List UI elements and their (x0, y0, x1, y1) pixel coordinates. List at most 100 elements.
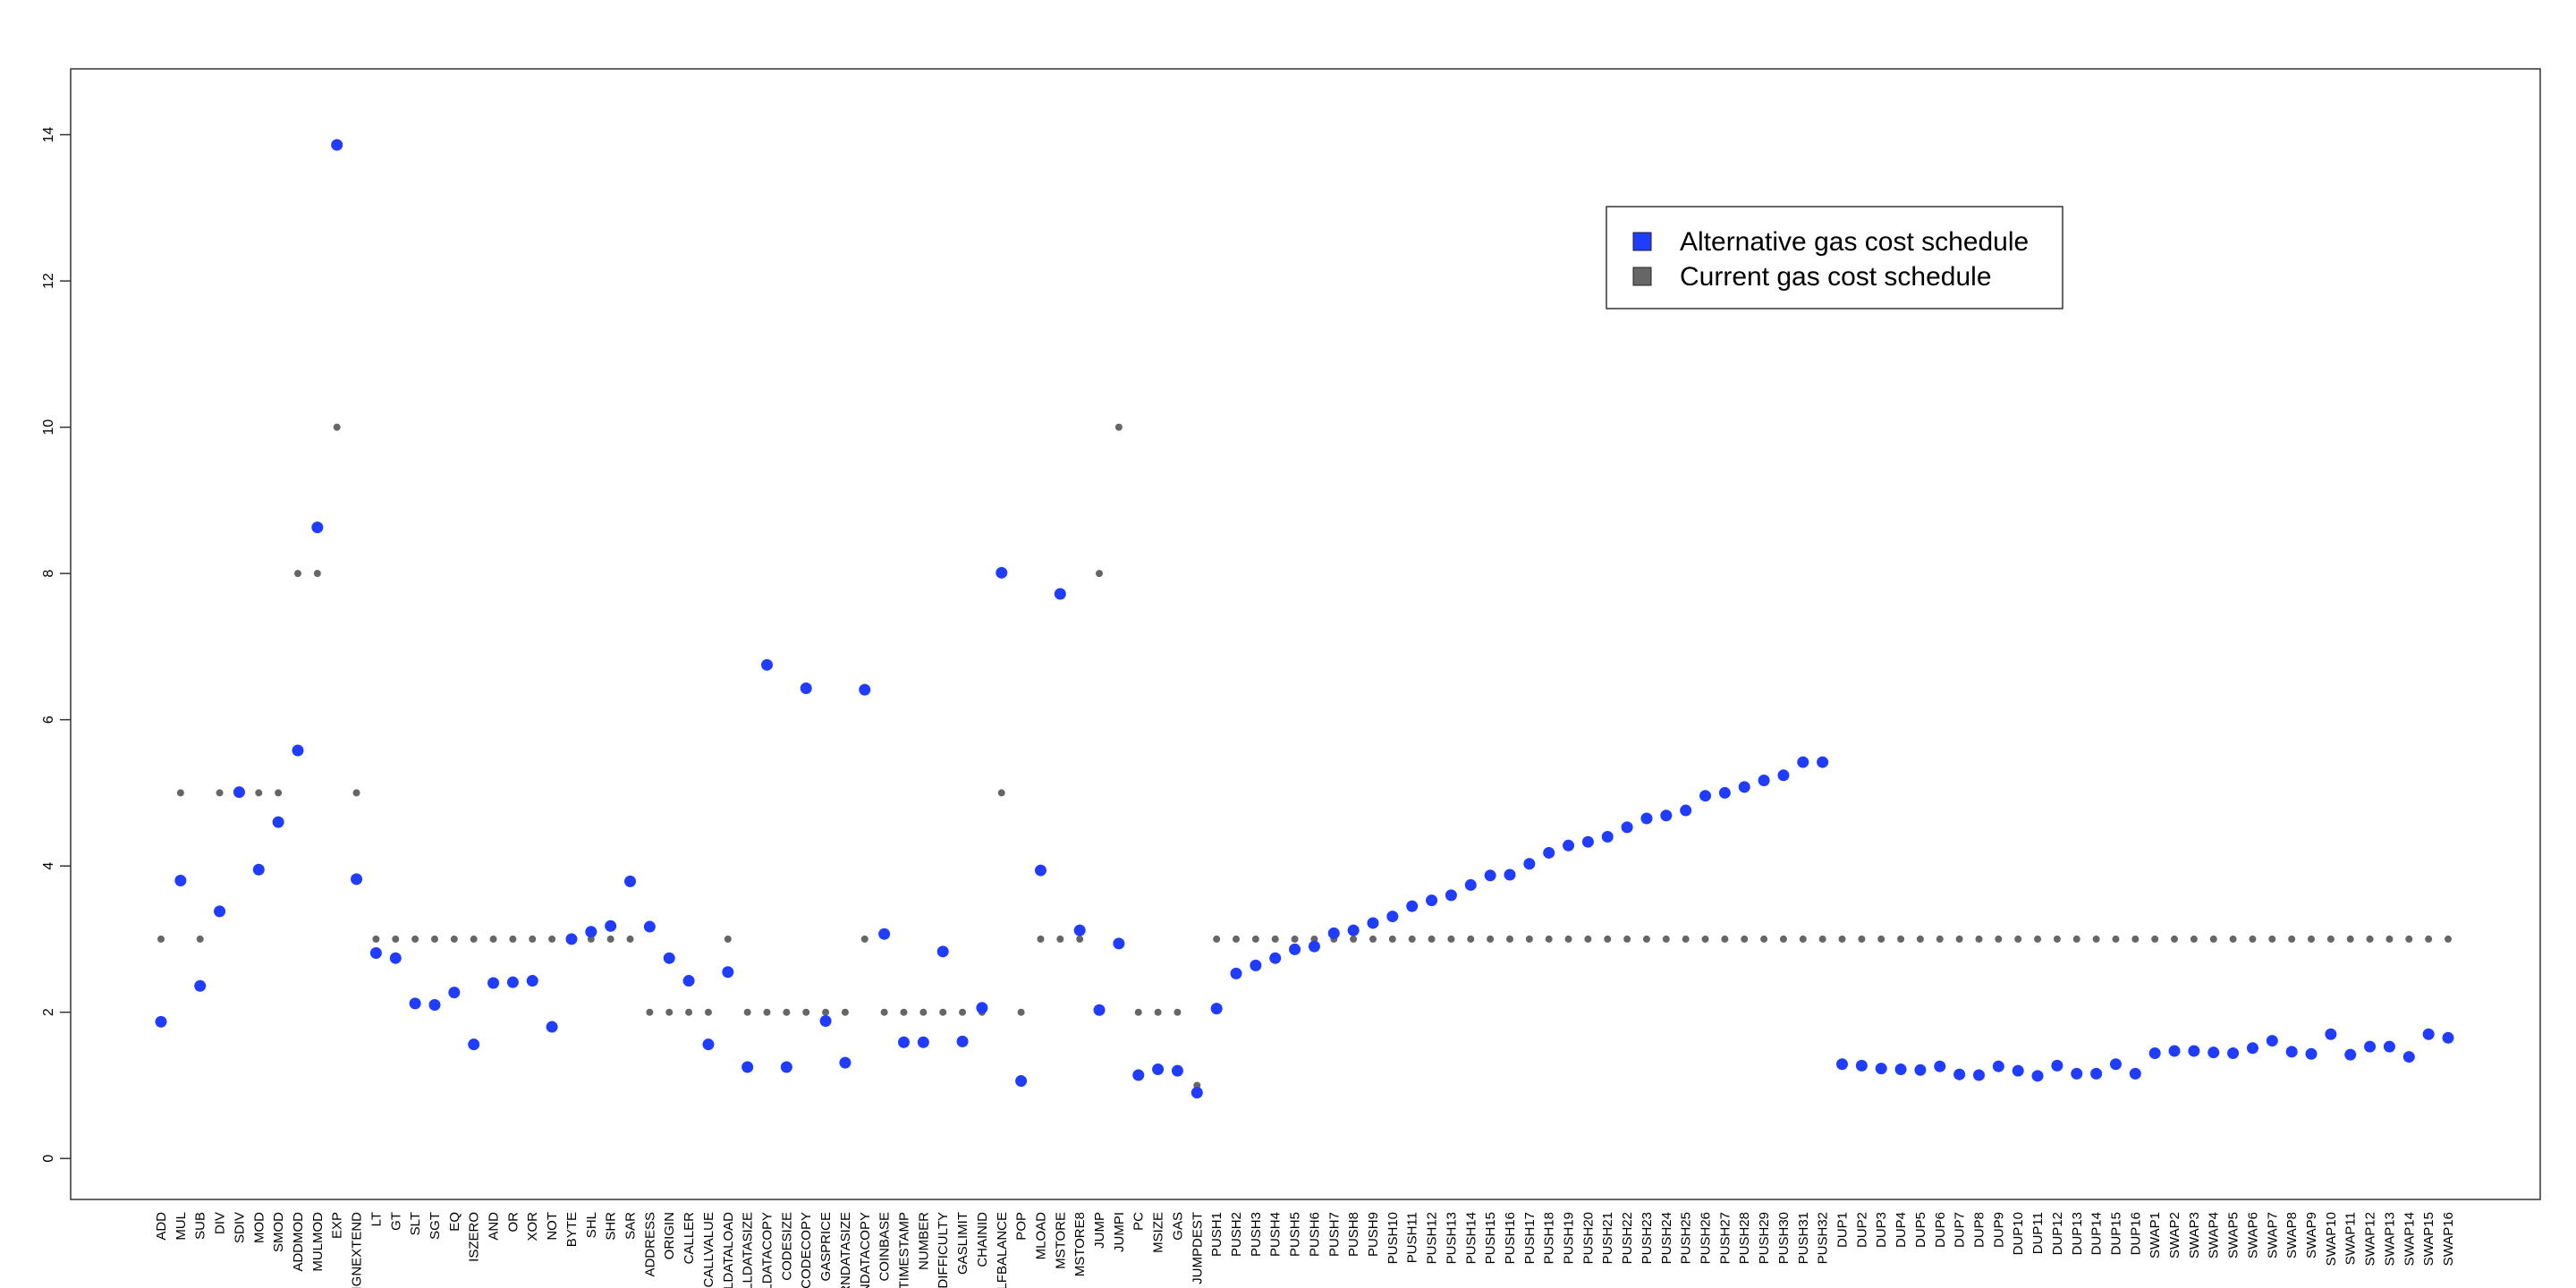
point (585, 926, 597, 938)
x-tick-label: POP (1014, 1212, 1030, 1241)
x-tick-label: PUSH31 (1796, 1212, 1811, 1264)
point (1604, 935, 1612, 943)
y-tick-label: 4 (41, 862, 56, 870)
point (2425, 935, 2433, 943)
point (196, 935, 204, 943)
point (702, 1038, 715, 1051)
point (2442, 1031, 2454, 1044)
legend-label: Alternative gas cost schedule (1680, 227, 2029, 257)
point (1601, 830, 1614, 843)
point (2071, 1067, 2083, 1080)
point (2308, 935, 2316, 943)
point (1936, 935, 1944, 943)
point (233, 786, 245, 799)
point (1838, 935, 1846, 943)
point (509, 935, 517, 943)
point (2364, 1040, 2377, 1053)
point (1995, 935, 2003, 943)
x-tick-label: SGT (428, 1212, 443, 1240)
x-tick-label: PUSH5 (1288, 1212, 1303, 1257)
x-tick-label: PUSH16 (1503, 1212, 1518, 1264)
x-tick-label: MULMOD (310, 1212, 326, 1272)
x-tick-label: SWAP8 (2284, 1212, 2300, 1258)
point (489, 935, 497, 943)
point (1543, 846, 1555, 859)
x-tick-label: MUL (174, 1212, 189, 1241)
point (155, 1015, 167, 1028)
point (1368, 935, 1377, 943)
x-tick-label: RETURNDATASIZE (838, 1212, 853, 1288)
point (1858, 935, 1866, 943)
point (2012, 1064, 2024, 1077)
point (2346, 935, 2354, 943)
point (1894, 1063, 1907, 1075)
x-tick-label: PUSH11 (1405, 1212, 1420, 1263)
point (1680, 804, 1692, 817)
point (1797, 756, 1809, 768)
point (704, 1008, 712, 1016)
point (1799, 935, 1807, 943)
point (389, 952, 402, 964)
point (1017, 1008, 1025, 1016)
point (448, 987, 461, 999)
point (1408, 935, 1416, 943)
point (470, 935, 478, 943)
point (1428, 935, 1436, 943)
point (272, 816, 284, 828)
x-tick-label: NOT (545, 1212, 560, 1241)
point (331, 139, 343, 151)
point (897, 1036, 910, 1048)
point (1817, 756, 1829, 768)
point (1779, 935, 1787, 943)
x-tick-label: MSIZE (1151, 1212, 1166, 1253)
x-tick-label: XOR (525, 1212, 540, 1241)
point (605, 919, 617, 932)
point (1484, 869, 1496, 882)
x-tick-label: PUSH3 (1249, 1212, 1264, 1257)
point (939, 1008, 947, 1016)
point (194, 979, 207, 992)
point (1426, 894, 1438, 907)
x-tick-label: MSTORE (1053, 1212, 1068, 1269)
point (1464, 878, 1477, 891)
point (1174, 1008, 1182, 1016)
point (722, 966, 734, 979)
point (1914, 1063, 1927, 1076)
point (624, 875, 637, 887)
point (411, 935, 419, 943)
point (1327, 927, 1340, 939)
point (1250, 959, 1262, 971)
x-tick-label: CODESIZE (779, 1212, 794, 1281)
point (2344, 1048, 2357, 1061)
point (1660, 809, 1673, 822)
x-tick-label: CALLER (682, 1212, 697, 1265)
x-tick-label: JUMPDEST (1190, 1212, 1205, 1284)
x-tick-label: DIV (213, 1212, 228, 1234)
y-tick-label: 10 (41, 419, 56, 436)
x-tick-label: MOD (251, 1212, 267, 1243)
x-tick-label: SWAP1 (2148, 1212, 2163, 1258)
point (917, 1036, 929, 1048)
point (293, 570, 301, 578)
point (1210, 1003, 1223, 1015)
x-tick-label: DUP16 (2128, 1212, 2143, 1255)
legend-label: Current gas cost schedule (1680, 262, 1992, 292)
point (1037, 935, 1045, 943)
point (2090, 1067, 2103, 1080)
point (841, 1008, 849, 1016)
point (1154, 1008, 1162, 1016)
point (2109, 1058, 2122, 1071)
point (311, 521, 324, 534)
point (1836, 1058, 1849, 1071)
x-tick-label: PUSH23 (1640, 1212, 1655, 1264)
point (763, 1008, 771, 1016)
point (2209, 935, 2217, 943)
point (1738, 781, 1750, 793)
point (1132, 1069, 1145, 1081)
point (2168, 1045, 2181, 1057)
point (1269, 952, 1282, 964)
x-tick-label: GASPRICE (818, 1212, 834, 1282)
point (1056, 935, 1064, 943)
x-tick-label: ORIGIN (662, 1212, 677, 1259)
